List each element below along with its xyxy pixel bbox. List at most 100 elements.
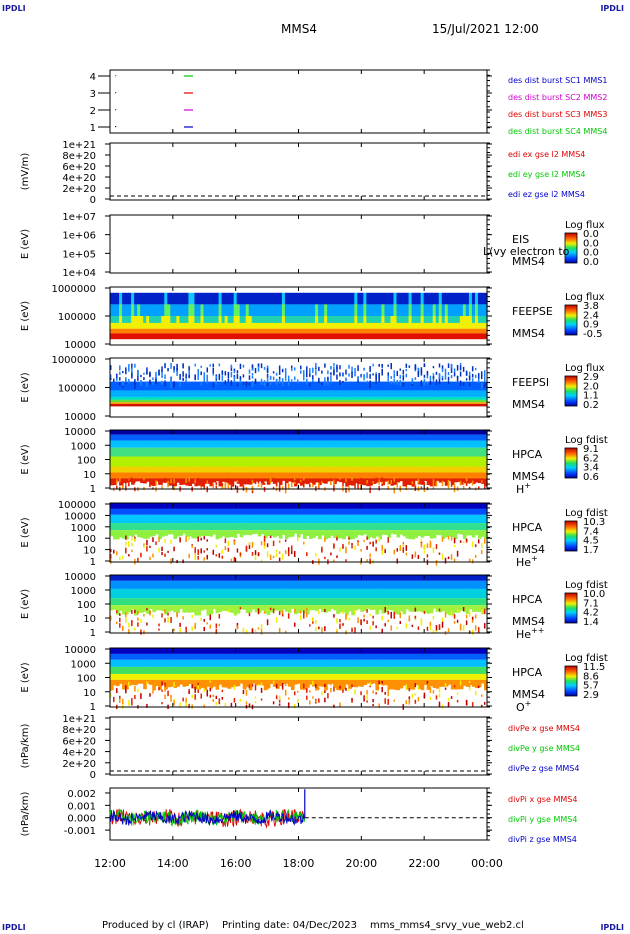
spectrogram-cell [269, 447, 274, 457]
spectrogram-speckle [459, 380, 462, 384]
spectrogram-cell [287, 598, 292, 606]
spectrogram-cell [245, 588, 250, 599]
spectrogram-cell [248, 390, 253, 397]
spectrogram-cell [405, 466, 410, 473]
spectrogram-cell [441, 333, 446, 340]
spectrogram-cell [336, 530, 340, 539]
spectrogram-cell [239, 456, 244, 467]
spectrogram-speckle [447, 363, 450, 368]
spectrogram-cell [116, 399, 120, 403]
spectrogram-cell [399, 447, 404, 457]
spectrogram-cell [185, 472, 190, 479]
spectrogram-cell [188, 588, 193, 599]
spectrogram-cell [360, 381, 364, 391]
spectrogram-speckle [366, 559, 368, 563]
spectrogram-cell [188, 447, 193, 457]
spectrogram-cell [188, 322, 193, 329]
spectrogram-speckle [155, 379, 157, 385]
spectrogram-cell [429, 503, 434, 509]
spectrogram-cell [287, 292, 292, 305]
spectrogram-cell [260, 430, 265, 435]
spectrogram-cell [170, 430, 174, 435]
spectrogram-cell [468, 430, 473, 435]
spectrogram-cell [336, 381, 340, 391]
spectrogram-cell [465, 508, 470, 515]
spectrogram-cell [158, 430, 162, 435]
spectrogram-cell [387, 304, 392, 316]
spectrogram-cell [152, 381, 156, 391]
spectrogram-cell [248, 456, 253, 467]
spectrogram-speckle [408, 365, 411, 368]
y-tick-label: 0 [90, 195, 96, 206]
spectrogram-cell [269, 440, 274, 448]
spectrogram-cell [357, 575, 361, 581]
spectrogram-speckle [303, 613, 305, 619]
spectrogram-cell [245, 447, 250, 457]
spectrogram-cell [287, 447, 292, 457]
spectrogram-cell [420, 478, 425, 485]
spectrogram-cell [224, 328, 229, 334]
spectrogram-cell [390, 333, 395, 340]
spectrogram-cell [254, 322, 259, 329]
colorbar [564, 304, 578, 336]
spectrogram-speckle [300, 479, 302, 482]
spectrogram-cell [155, 434, 159, 441]
spectrogram-cell [248, 503, 253, 509]
spectrogram-cell [122, 399, 126, 403]
spectrogram-cell [468, 478, 473, 483]
spectrogram-speckle [221, 370, 224, 373]
spectrogram-cell [179, 466, 183, 473]
spectrogram-cell [230, 508, 235, 515]
spectrogram-cell [450, 322, 455, 329]
spectrogram-cell [417, 381, 422, 391]
spectrogram-cell [393, 430, 398, 435]
spectrogram-cell [263, 575, 268, 581]
spectrogram-cell [453, 430, 458, 435]
spectrogram-cell [134, 316, 138, 323]
spectrogram-cell [351, 322, 355, 329]
spectrogram-cell [116, 514, 120, 524]
spectrogram-cell [167, 328, 171, 334]
spectrogram-cell [333, 390, 337, 397]
panel-frame [109, 69, 488, 134]
spectrogram-cell [164, 598, 168, 606]
spectrogram-speckle [483, 372, 486, 377]
spectrogram-cell [456, 381, 461, 391]
spectrogram-cell [125, 404, 129, 407]
spectrogram-cell [471, 430, 476, 435]
spectrogram-cell [369, 530, 373, 538]
spectrogram-speckle [110, 481, 112, 484]
spectrogram-cell [318, 503, 322, 509]
spectrogram-speckle [468, 375, 471, 381]
spectrogram-cell [363, 503, 367, 509]
y-tick-label: 10000 [64, 427, 96, 438]
spectrogram-cell [176, 292, 180, 305]
spectrogram-cell [432, 440, 437, 448]
spectrogram-cell [327, 508, 331, 515]
spectrogram-cell [375, 508, 380, 515]
spectrogram-cell [233, 434, 238, 441]
spectrogram-speckle [224, 371, 227, 376]
spectrogram-cell [227, 440, 232, 448]
spectrogram-cell [327, 404, 331, 407]
spectrogram-cell [149, 478, 153, 486]
spectrogram-cell [164, 292, 168, 305]
spectrogram-cell [248, 399, 253, 403]
spectrogram-cell [387, 456, 392, 467]
spectrogram-cell [321, 390, 325, 397]
spectrogram-cell [333, 508, 337, 515]
spectrogram-cell [191, 588, 196, 599]
spectrogram-speckle [215, 628, 218, 634]
spectrogram-cell [345, 328, 349, 334]
spectrogram-cell [272, 478, 277, 484]
spectrogram-speckle [465, 378, 468, 381]
spectrogram-cell [131, 472, 135, 479]
spectrogram-cell [312, 523, 316, 531]
spectrogram-cell [339, 503, 343, 509]
spectrogram-cell [290, 466, 295, 473]
spectrogram-cell [278, 404, 283, 407]
spectrogram-cell [402, 404, 407, 407]
spectrogram-speckle [140, 618, 142, 623]
spectrogram-speckle [354, 368, 356, 373]
spectrogram-cell [456, 447, 461, 457]
